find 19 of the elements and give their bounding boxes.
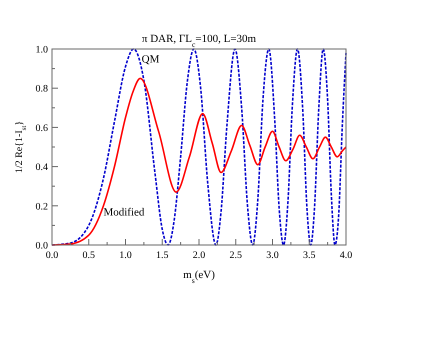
x-tick-label: 0.0 [46,250,58,261]
y-tick-label: 0.2 [36,201,48,212]
x-axis-title: m$_{s}$(eV) [183,269,216,284]
y-tick-label: 0.0 [36,240,48,252]
x-tick-label: 2.0 [192,250,206,261]
y-tick-label: 0.6 [36,122,48,134]
x-tick-label: 4.0 [340,250,352,261]
y-tick-label: 0.8 [36,84,48,95]
x-tick-label: 0.5 [82,250,95,261]
annotation: Modified [103,206,145,219]
annotation: QM [142,54,160,66]
y-tick-label: 1.0 [36,44,48,56]
x-tick-label: 1.0 [119,250,132,261]
x-tick-label: 1.5 [156,250,168,261]
x-tick-label: 2.5 [230,250,242,261]
x-tick-label: 3.5 [303,250,316,261]
y-tick-label: 0.4 [36,162,48,174]
chart-title: π DAR, ΓL$_{c}$=100, L=30m [142,33,257,48]
x-tick-label: 3.0 [266,250,279,261]
